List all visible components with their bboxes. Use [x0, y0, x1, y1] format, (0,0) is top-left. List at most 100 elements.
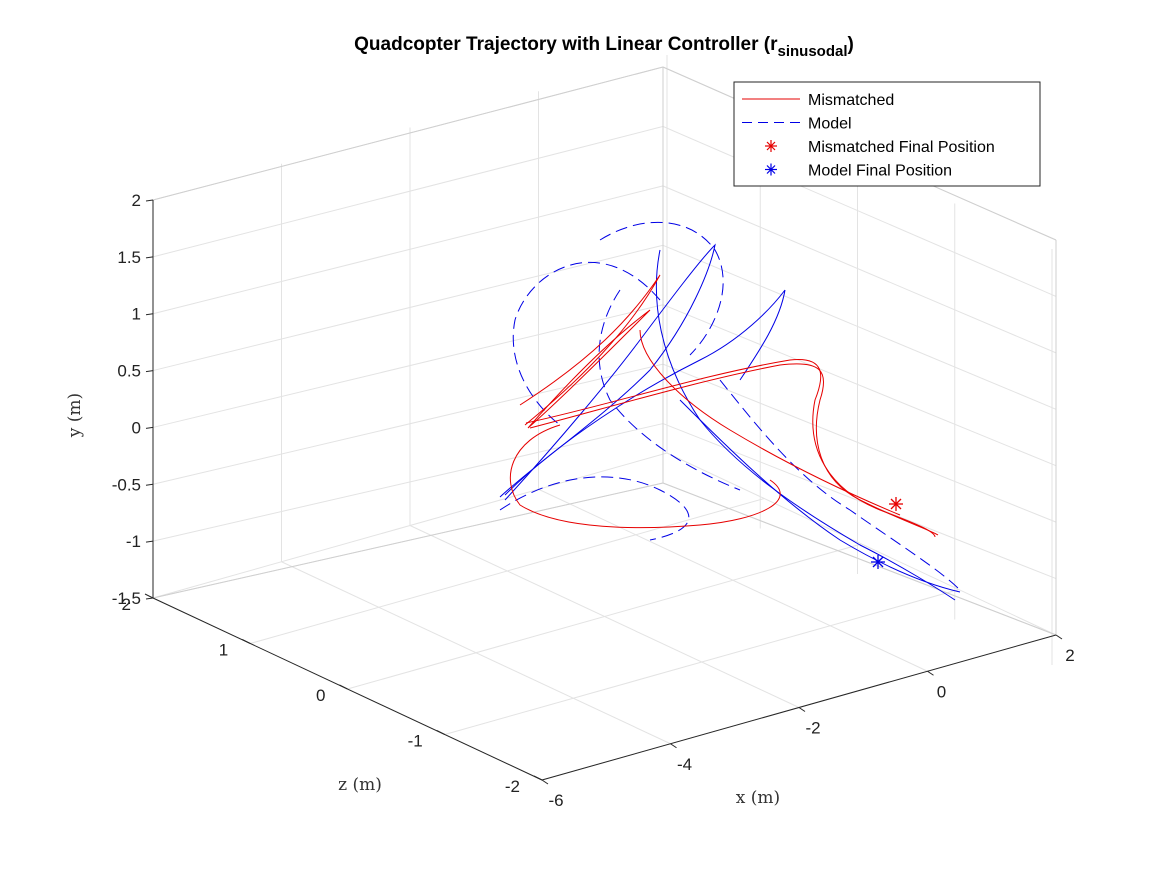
model-final-position-marker-d2: [872, 556, 884, 568]
tick-y-6: [145, 256, 154, 259]
grid-y-right-3: [662, 304, 1057, 467]
tick-label-z-4: 2: [122, 595, 131, 614]
y-axis-label: y (m): [65, 393, 85, 438]
legend-label-0: Mismatched: [808, 92, 894, 109]
grid-x-floor-1: [281, 561, 671, 745]
tick-label-x-1: -4: [677, 755, 692, 774]
floor-back-left-edge: [152, 482, 664, 599]
tick-x-1: [670, 743, 677, 749]
mismatched-band: [529, 363, 939, 536]
grid-lines: [152, 55, 1057, 781]
chart-title: Quadcopter Trajectory with Linear Contro…: [354, 34, 854, 60]
tick-z-1: [436, 730, 445, 735]
tick-y-7: [145, 199, 154, 202]
series-model: [499, 221, 961, 591]
tick-z-2: [339, 684, 348, 690]
tick-x-2: [798, 707, 806, 712]
grid-y-left-4: [152, 244, 664, 372]
tick-y-0: [145, 597, 154, 600]
mismatched-final-position-marker-d2: [890, 498, 902, 510]
legend-entry-1: Model: [742, 116, 852, 133]
mismatched-strand-1: [527, 309, 651, 429]
grid-y-left-1: [152, 423, 664, 542]
model-strand-a: [499, 243, 716, 501]
model-curve-down: [598, 289, 741, 491]
tick-z-0: [533, 775, 543, 781]
tick-label-z-2: 0: [316, 686, 325, 705]
tick-label-z-3: 1: [219, 641, 228, 660]
axis-lines: [152, 200, 1057, 781]
legend: Mismatched Model Mismatched Final Position…: [733, 81, 1041, 187]
grid-y-right-5: [662, 185, 1057, 354]
model-loop-bottom: [499, 476, 690, 541]
tick-label-x-4: 2: [1065, 646, 1074, 665]
tick-label-y-0: -1.5: [112, 589, 141, 608]
model-loop-top: [599, 221, 724, 356]
tick-y-3: [145, 426, 154, 429]
legend-label-3: Model Final Position: [808, 163, 952, 180]
tick-label-x-2: -2: [805, 719, 820, 738]
series-mismatched: [509, 274, 939, 538]
model-right-branch: [719, 379, 961, 591]
z-axis-label: z (m): [338, 775, 382, 795]
legend-marker-2: [765, 140, 777, 152]
grid-y-left-2: [152, 363, 664, 485]
grid-x-floor-2: [409, 525, 800, 708]
mismatched-top-strand: [519, 274, 661, 426]
mismatched-bottom-loop: [509, 424, 781, 529]
tick-marks: [144, 199, 1063, 785]
grid-x-floor-3: [538, 488, 928, 672]
x-axis-label: x (m): [736, 788, 780, 808]
model-strand-c: [679, 399, 961, 593]
legend-marker-3-d2: [766, 165, 776, 174]
model-strand-d: [655, 249, 956, 601]
grid-y-right-4: [662, 244, 1057, 410]
legend-entry-2: Mismatched Final Position: [765, 139, 995, 156]
legend-label-2: Mismatched Final Position: [808, 139, 995, 156]
series-model-solid: [499, 243, 961, 601]
grid-y-left-3: [152, 304, 664, 428]
tick-labels: -1.5 -1 -0.5 0 0.5 1 1.5 2 -2 -1 0 1 2 -6 -4 -2 0 2: [112, 191, 1075, 810]
tick-label-y-6: 1.5: [117, 248, 141, 267]
chart-title-main: Quadcopter Trajectory with Linear Contro…: [354, 34, 778, 55]
final-position-markers: [871, 497, 903, 569]
tick-label-z-0: -2: [505, 777, 520, 796]
legend-entry-3: Model Final Position: [765, 163, 952, 180]
model-final-position-marker: [871, 555, 885, 569]
tick-label-x-3: 0: [937, 682, 946, 701]
tick-label-y-5: 1: [132, 305, 141, 324]
mismatched-arc-down: [639, 329, 901, 516]
top-left-edge: [152, 66, 664, 201]
chart-title-close: ): [848, 34, 854, 55]
tick-x-3: [927, 670, 934, 676]
tick-y-2: [145, 483, 154, 486]
mismatched-band-2: [525, 358, 936, 538]
tick-label-z-1: -1: [408, 732, 423, 751]
legend-label-1: Model: [808, 116, 852, 133]
tick-y-5: [145, 313, 154, 316]
tick-z-4: [144, 593, 154, 599]
grid-y-left-5: [152, 185, 664, 315]
tick-x-0: [541, 779, 549, 785]
tick-label-x-0: -6: [548, 791, 563, 810]
legend-marker-3: [765, 163, 777, 176]
tick-x-4: [1055, 634, 1063, 640]
model-loop-left: [512, 261, 661, 426]
tick-label-y-1: -1: [126, 532, 141, 551]
mismatched-final-position-marker: [889, 497, 903, 511]
chart-title-subscript: sinusodal: [778, 43, 848, 60]
grid-y-right-2: [662, 363, 1057, 523]
tick-label-y-4: 0.5: [117, 362, 141, 381]
tick-y-4: [145, 370, 154, 373]
tick-z-3: [242, 639, 251, 644]
grid-x-floor-4: [666, 452, 1057, 636]
grid-y-left-6: [152, 125, 664, 258]
model-strand-b: [504, 289, 786, 496]
legend-marker-2-d2: [766, 141, 776, 151]
tick-label-y-2: -0.5: [112, 475, 141, 494]
tick-label-y-3: 0: [132, 418, 141, 437]
tick-y-1: [145, 540, 154, 543]
floor-back-right-edge: [662, 482, 1057, 636]
grid-y-right-1: [662, 423, 1057, 580]
